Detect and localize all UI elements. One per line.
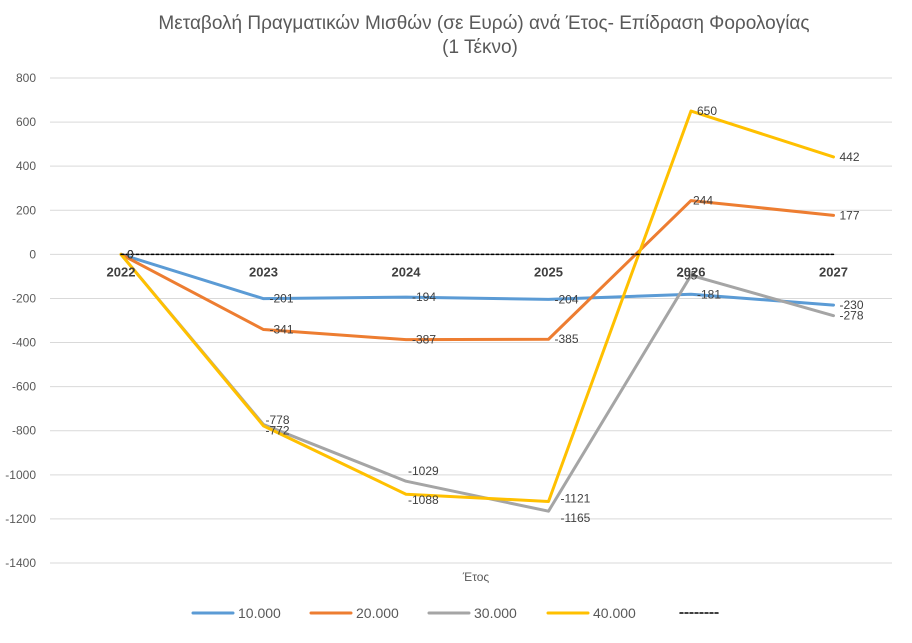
y-tick-label: 400: [16, 159, 36, 173]
data-label: 0: [127, 247, 134, 261]
y-tick-label: -200: [12, 291, 36, 305]
data-label: -778: [266, 413, 290, 427]
x-tick-label: 2027: [819, 264, 848, 279]
legend-entry-label: 30.000: [474, 605, 517, 621]
series-line-10.000: [119, 252, 835, 307]
data-label: -201: [270, 292, 294, 306]
y-tick-label: -1400: [5, 556, 36, 570]
y-tick-label: -800: [12, 424, 36, 438]
data-label: -341: [270, 323, 294, 337]
chart-title-line-2: (1 Τέκνο): [442, 37, 518, 58]
legend: 10.000 20.000 30.000 40.000: [191, 605, 721, 621]
data-label: -1121: [561, 491, 591, 505]
data-label: -181: [697, 287, 721, 301]
legend-entry-label: 40.000: [593, 605, 636, 621]
data-label: -1029: [408, 464, 439, 478]
data-label: -1165: [561, 511, 591, 525]
y-tick-label: -1000: [5, 468, 36, 482]
data-label: -204: [555, 292, 579, 306]
data-label: 442: [840, 150, 860, 164]
data-label: 650: [697, 104, 717, 118]
gridlines: [50, 77, 892, 564]
series-line-20.000: [119, 199, 835, 342]
data-label: -772: [266, 424, 290, 438]
chart-title-line-1: Μεταβολή Πραγματικών Μισθών (σε Ευρώ) αν…: [158, 13, 809, 34]
x-tick-label: 2023: [249, 264, 278, 279]
y-tick-label: -600: [12, 380, 36, 394]
x-tick-label: 2022: [107, 264, 136, 279]
data-label: -230: [840, 298, 864, 312]
x-tick-label: 2025: [534, 264, 563, 279]
y-axis-ticks: -1400 -1200 -1000 -800 -600 -400 -200 0 200 400 60…: [5, 71, 36, 570]
x-tick-label: 2024: [392, 264, 422, 279]
y-tick-label: -1200: [5, 512, 36, 526]
x-axis-ticks: 2022 2023 2024 2025 2026 2027: [107, 264, 848, 279]
series-lines: [119, 109, 835, 513]
data-label: -1088: [408, 493, 439, 507]
data-label: -387: [412, 333, 436, 347]
y-tick-label: 600: [16, 115, 36, 129]
data-label: 244: [693, 194, 713, 208]
x-axis-label: Έτος: [462, 570, 490, 584]
data-label: -95: [680, 268, 698, 282]
data-label: -278: [840, 309, 864, 323]
data-label: -385: [555, 332, 579, 346]
data-label: 0: [127, 247, 134, 261]
data-label: 177: [840, 208, 860, 222]
y-tick-label: -400: [12, 336, 36, 350]
x-tick-label: 2026: [677, 264, 706, 279]
data-label: -194: [412, 290, 436, 304]
data-label: 0: [127, 247, 134, 261]
y-tick-label: 0: [29, 247, 36, 261]
series-line-40.000: [119, 109, 835, 503]
legend-entry-label: 20.000: [356, 605, 399, 621]
y-tick-label: 800: [16, 71, 36, 85]
legend-entry-label: 10.000: [238, 605, 281, 621]
y-tick-label: 200: [16, 203, 36, 217]
data-label: 0: [127, 247, 134, 261]
